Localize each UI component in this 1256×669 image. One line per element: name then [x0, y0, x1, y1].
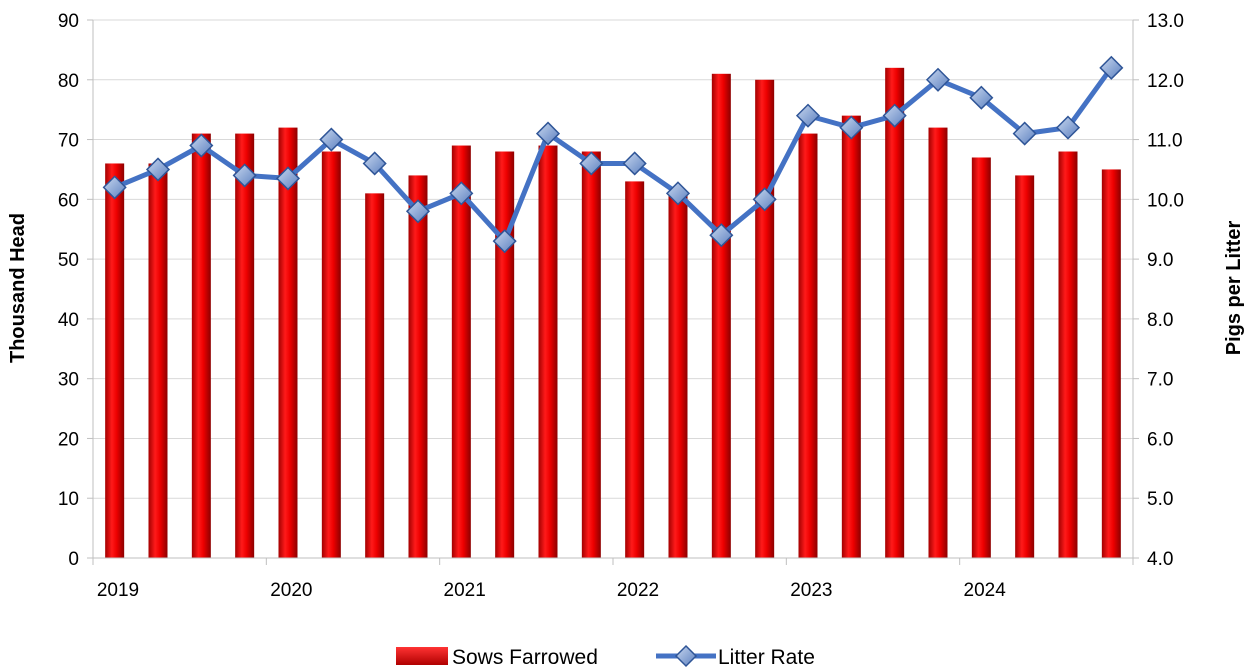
bar-sows-farrowed: [235, 133, 255, 559]
x-tick-label: 2019: [97, 580, 139, 601]
bar-sows-farrowed: [321, 151, 341, 558]
right-tick-label: 10.0: [1147, 190, 1184, 211]
bar-sows-farrowed: [625, 181, 645, 558]
right-tick-label: 11.0: [1147, 131, 1183, 152]
marker-litter-rate: [752, 187, 777, 212]
x-tick-label: 2022: [617, 580, 659, 601]
marker-litter-rate: [579, 151, 604, 176]
bar-sows-farrowed: [581, 151, 601, 558]
marker-litter-rate: [275, 166, 301, 191]
bar-sows-farrowed: [711, 73, 731, 559]
left-tick-label: 20: [58, 429, 79, 450]
bar-sows-farrowed: [278, 127, 298, 558]
bar-sows-farrowed: [971, 157, 991, 558]
bar-sows-farrowed: [408, 175, 428, 558]
marker-litter-rate: [839, 115, 864, 140]
bar-sows-farrowed: [885, 67, 905, 559]
x-tick-label: 2024: [964, 580, 1007, 601]
marker-litter-rate: [882, 103, 907, 128]
marker-litter-rate: [709, 223, 734, 248]
marker-litter-rate: [665, 181, 691, 206]
x-tick-label: 2023: [790, 580, 832, 601]
marker-litter-rate: [535, 121, 561, 146]
left-tick-label: 80: [58, 71, 79, 92]
line-path-litter-rate: [113, 66, 1114, 244]
left-tick-label: 40: [58, 310, 79, 331]
legend: Sows Farrowed Litter Rate: [396, 644, 815, 669]
gridlines: [93, 19, 1133, 499]
marker-litter-rate: [1055, 115, 1081, 140]
marker-litter-rate: [1099, 55, 1124, 80]
left-tick-label: 30: [58, 370, 79, 391]
marker-litter-rate: [1012, 121, 1037, 146]
axes: [87, 19, 1139, 565]
bar-sows-farrowed: [798, 133, 818, 559]
legend-label-litter-rate: Litter Rate: [718, 646, 815, 669]
right-axis-ticks: 4.0 5.0 6.0 7.0 8.0 9.0 10.0 11.0 12.0 13.0: [1147, 11, 1184, 570]
marker-litter-rate: [362, 151, 387, 176]
bar-sows-farrowed: [928, 127, 948, 558]
legend-marker-litter-rate: [674, 644, 698, 668]
marker-litter-rate: [795, 103, 821, 128]
bar-sows-farrowed: [191, 133, 211, 559]
x-tick-label: 2020: [270, 580, 312, 601]
marker-litter-rate: [145, 157, 171, 182]
right-tick-label: 8.0: [1147, 310, 1173, 331]
bars-sows-farrowed: [105, 67, 1121, 559]
right-tick-label: 13.0: [1147, 11, 1184, 32]
bar-sows-farrowed: [841, 115, 861, 559]
bar-sows-farrowed: [451, 145, 471, 559]
right-tick-label: 7.0: [1147, 370, 1173, 391]
x-tick-label: 2021: [444, 580, 486, 601]
left-tick-label: 50: [58, 250, 79, 271]
marker-litter-rate: [449, 181, 474, 206]
marker-litter-rate: [102, 175, 127, 200]
legend-label-sows-farrowed: Sows Farrowed: [452, 646, 598, 669]
bar-sows-farrowed: [1101, 169, 1121, 558]
marker-litter-rate: [232, 163, 257, 188]
bar-sows-farrowed: [755, 79, 775, 559]
marker-litter-rate: [319, 127, 344, 152]
right-tick-label: 5.0: [1147, 489, 1173, 510]
x-axis-ticks: 2019 2020 2021 2022 2023 2024: [97, 580, 1006, 601]
legend-swatch-sows-farrowed: [396, 647, 448, 665]
right-axis-title: Pigs per Litter: [1223, 221, 1245, 356]
bar-sows-farrowed: [538, 145, 558, 559]
marker-litter-rate: [925, 67, 951, 92]
right-tick-label: 6.0: [1147, 429, 1173, 450]
marker-litter-rate: [492, 229, 517, 254]
left-tick-label: 10: [58, 489, 79, 510]
left-tick-label: 70: [58, 131, 79, 152]
left-tick-label: 0: [68, 549, 79, 570]
left-tick-label: 60: [58, 190, 79, 211]
marker-litter-rate: [622, 151, 647, 176]
marker-litter-rate: [405, 199, 431, 224]
marker-litter-rate: [969, 85, 994, 110]
bar-sows-farrowed: [1015, 175, 1035, 558]
right-tick-label: 9.0: [1147, 250, 1173, 271]
left-axis-title: Thousand Head: [7, 213, 29, 363]
left-axis-ticks: 0 10 20 30 40 50 60 70 80 90: [58, 11, 79, 570]
line-litter-rate: [102, 55, 1124, 254]
marker-litter-rate: [189, 133, 214, 158]
bar-sows-farrowed: [365, 193, 385, 558]
right-tick-label: 12.0: [1147, 71, 1184, 92]
bar-sows-farrowed: [1058, 151, 1078, 558]
bar-sows-farrowed: [105, 163, 125, 558]
right-tick-label: 4.0: [1147, 549, 1173, 570]
bar-sows-farrowed: [495, 151, 515, 558]
left-tick-label: 90: [58, 11, 79, 32]
bar-sows-farrowed: [668, 193, 688, 558]
bar-sows-farrowed: [148, 163, 168, 558]
